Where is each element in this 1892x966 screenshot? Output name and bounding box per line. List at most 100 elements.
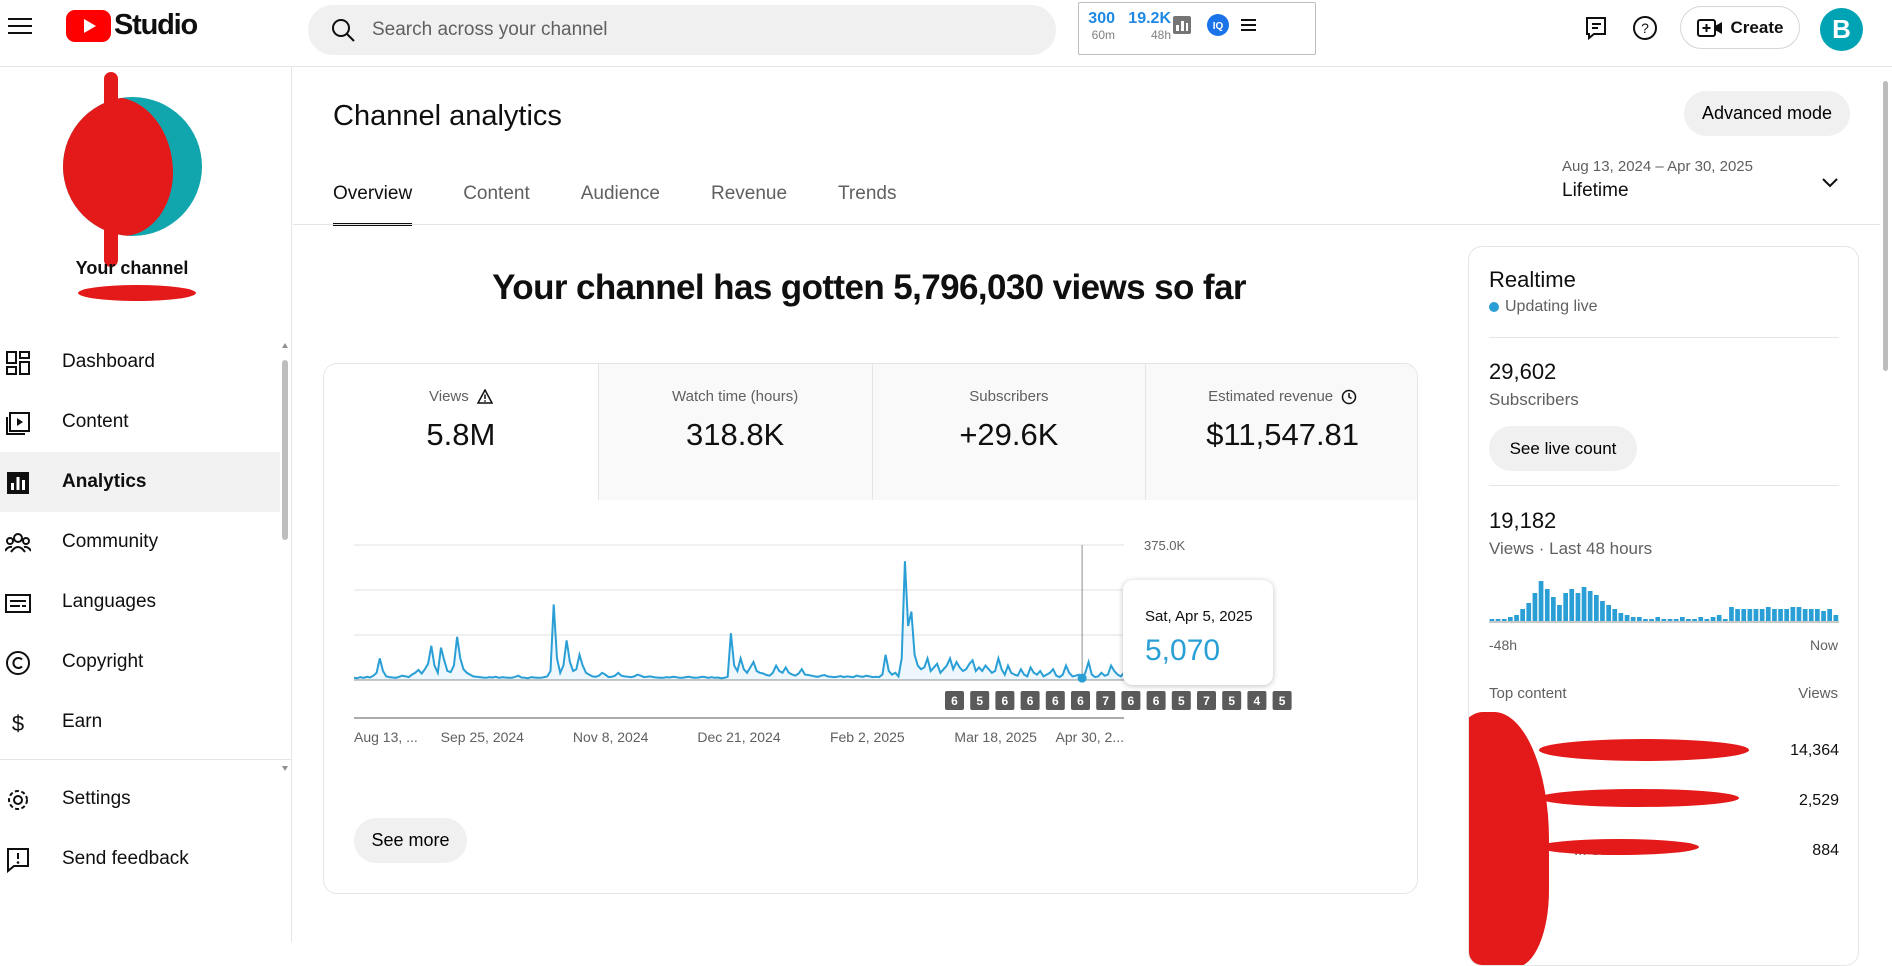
realtime-bar bbox=[1735, 609, 1740, 621]
overview-card: Views 5.8M Watch time (hours) 318.8K Sub… bbox=[323, 363, 1418, 894]
metric-value: 5.8M bbox=[426, 417, 496, 452]
metric-label: Watch time (hours) bbox=[672, 388, 799, 405]
realtime-bar bbox=[1495, 619, 1501, 621]
series-line bbox=[353, 561, 1125, 680]
sidebar-item-languages[interactable]: Languages bbox=[0, 572, 280, 632]
metric-views[interactable]: Views 5.8M bbox=[324, 364, 598, 500]
widget-stat-48h: 19.2K 48h bbox=[1128, 10, 1171, 42]
sidebar-item-analytics[interactable]: Analytics bbox=[0, 452, 280, 512]
copyright-icon bbox=[6, 651, 30, 675]
realtime-bar bbox=[1520, 609, 1525, 621]
video-marker bbox=[1247, 691, 1267, 710]
sidebar-item-earn[interactable]: $ Earn bbox=[0, 692, 280, 752]
video-marker bbox=[1121, 691, 1141, 710]
tab-trends[interactable]: Trends bbox=[838, 183, 897, 204]
realtime-subscribers-label: Subscribers bbox=[1489, 390, 1579, 409]
metric-revenue[interactable]: Estimated revenue $11,547.81 bbox=[1145, 364, 1417, 500]
feedback-message-icon[interactable] bbox=[1582, 14, 1610, 42]
realtime-bar bbox=[1747, 609, 1753, 621]
video-marker bbox=[1071, 691, 1090, 710]
realtime-bar-chart[interactable] bbox=[1489, 567, 1839, 627]
realtime-bar bbox=[1808, 609, 1814, 621]
redaction-mark bbox=[63, 97, 173, 236]
realtime-title: Realtime bbox=[1489, 267, 1576, 292]
y-tick-label: 375.0K bbox=[1144, 538, 1186, 553]
stats-extension-widget[interactable]: 300 60m 19.2K 48h IQ bbox=[1078, 2, 1316, 55]
realtime-bar bbox=[1815, 609, 1820, 621]
realtime-bar bbox=[1581, 587, 1587, 621]
realtime-bar bbox=[1753, 609, 1759, 621]
metric-subscribers[interactable]: Subscribers +29.6K bbox=[871, 364, 1146, 500]
sidebar-item-send-feedback[interactable]: Send feedback bbox=[0, 829, 280, 889]
sidebar-item-content[interactable]: Content bbox=[0, 392, 280, 452]
bar-chart-icon[interactable] bbox=[1173, 16, 1191, 34]
create-button[interactable]: Create bbox=[1680, 6, 1800, 49]
search-input[interactable] bbox=[372, 19, 972, 41]
video-marker bbox=[995, 691, 1015, 710]
tab-overview[interactable]: Overview bbox=[333, 183, 413, 226]
sidebar-item-copyright[interactable]: Copyright bbox=[0, 632, 280, 692]
realtime-bar bbox=[1489, 619, 1495, 621]
page-title: Channel analytics bbox=[333, 100, 562, 132]
channel-avatar[interactable] bbox=[63, 97, 202, 236]
realtime-subscribers-value: 29,602 bbox=[1489, 359, 1557, 384]
top-content-views-label: Views bbox=[1798, 685, 1838, 702]
see-more-button[interactable]: See more bbox=[354, 818, 467, 863]
realtime-bar bbox=[1698, 617, 1704, 621]
tab-audience[interactable]: Audience bbox=[580, 183, 660, 204]
sidebar-item-settings[interactable]: Settings bbox=[0, 769, 280, 829]
video-marker-label: 6 bbox=[1128, 694, 1135, 708]
realtime-bar bbox=[1821, 611, 1826, 621]
main-scrollbar[interactable] bbox=[1880, 67, 1892, 902]
menu-icon[interactable] bbox=[8, 14, 32, 38]
sidebar-scroll-thumb[interactable] bbox=[282, 360, 288, 540]
tab-revenue[interactable]: Revenue bbox=[710, 183, 788, 204]
studio-logo[interactable]: Studio bbox=[66, 9, 198, 42]
tabs-divider bbox=[293, 224, 1880, 225]
video-marker bbox=[1020, 691, 1040, 710]
realtime-bar bbox=[1532, 593, 1538, 621]
realtime-bar bbox=[1563, 593, 1568, 621]
account-avatar[interactable]: B bbox=[1820, 8, 1863, 51]
video-marker-label: 6 bbox=[1027, 694, 1034, 708]
warning-icon[interactable] bbox=[476, 389, 493, 404]
vidiq-icon[interactable]: IQ bbox=[1207, 14, 1229, 36]
clock-icon[interactable] bbox=[1341, 389, 1357, 405]
sidebar-scrollbar[interactable] bbox=[281, 342, 289, 772]
widget-menu-icon[interactable] bbox=[1241, 18, 1257, 32]
date-period-selector[interactable]: Lifetime bbox=[1562, 180, 1629, 201]
search-icon[interactable] bbox=[330, 17, 356, 43]
video-marker-label: 5 bbox=[1279, 694, 1286, 708]
realtime-divider bbox=[1489, 337, 1839, 338]
video-marker bbox=[1197, 691, 1216, 710]
tab-content[interactable]: Content bbox=[463, 183, 530, 204]
scroll-up-icon[interactable] bbox=[281, 342, 289, 350]
sidebar-item-label: Languages bbox=[62, 591, 157, 612]
redaction-mark bbox=[1539, 739, 1749, 761]
svg-text:$: $ bbox=[12, 711, 24, 736]
main-scroll-thumb[interactable] bbox=[1883, 81, 1888, 371]
series-area bbox=[354, 561, 1124, 680]
sidebar-item-label: Dashboard bbox=[62, 351, 155, 372]
chart-tooltip: Sat, Apr 5, 2025 5,070 bbox=[1123, 580, 1273, 685]
scroll-down-icon[interactable] bbox=[281, 764, 289, 772]
sidebar-item-community[interactable]: Community bbox=[0, 512, 280, 572]
realtime-bar bbox=[1551, 597, 1556, 621]
views-chart[interactable]: 375.0K250.0K125.0K0Aug 13, ...Sep 25, 20… bbox=[324, 500, 1417, 893]
live-dot-icon bbox=[1489, 302, 1499, 312]
date-range[interactable]: Aug 13, 2024 – Apr 30, 2025 bbox=[1562, 158, 1753, 175]
top-content-row[interactable]: 14,364 bbox=[1489, 732, 1839, 772]
sidebar-item-dashboard[interactable]: Dashboard bbox=[0, 332, 280, 392]
search-bar[interactable] bbox=[308, 5, 1056, 55]
hover-point bbox=[1077, 673, 1087, 683]
metric-tabs: Views 5.8M Watch time (hours) 318.8K Sub… bbox=[324, 364, 1417, 500]
realtime-bar bbox=[1729, 607, 1734, 621]
metric-watch-time[interactable]: Watch time (hours) 318.8K bbox=[597, 364, 872, 500]
realtime-axis-end: Now bbox=[1809, 637, 1838, 653]
channel-name-redacted bbox=[78, 285, 196, 301]
add-video-icon bbox=[1696, 18, 1722, 37]
see-live-count-button[interactable]: See live count bbox=[1489, 426, 1637, 471]
help-icon[interactable]: ? bbox=[1631, 14, 1659, 42]
chevron-down-icon[interactable] bbox=[1820, 172, 1840, 192]
advanced-mode-button[interactable]: Advanced mode bbox=[1684, 91, 1850, 136]
